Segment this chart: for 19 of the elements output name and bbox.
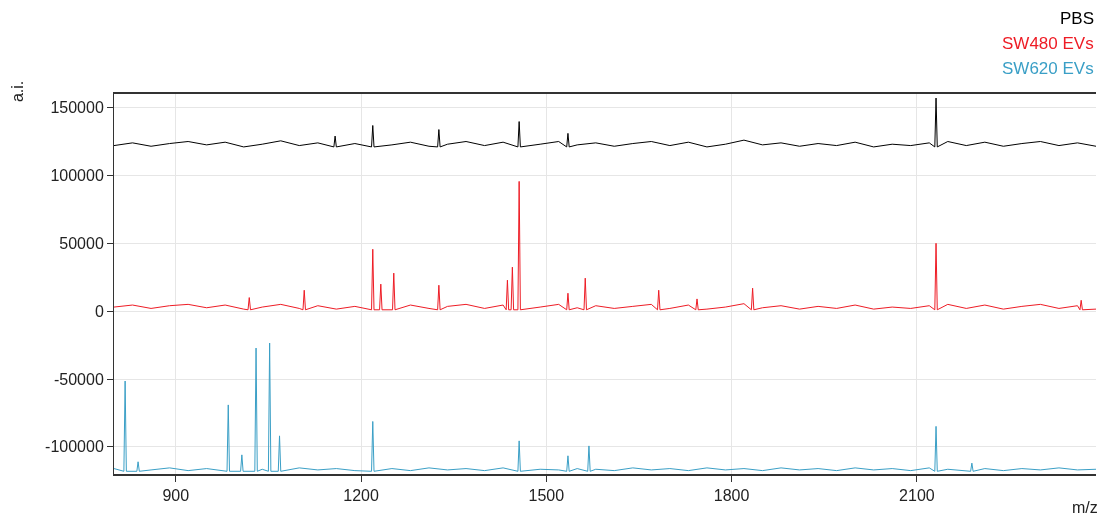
x-tick-label: 1200 [343, 487, 379, 505]
line-series [114, 180, 1096, 311]
y-axis-title: a.i. [9, 80, 27, 103]
text: PBS [1060, 9, 1095, 28]
line-series [114, 97, 1096, 148]
y-tick-label: -50000 [53, 370, 104, 388]
text: SW480 EVs [1002, 34, 1094, 53]
x-tick-label: 900 [162, 487, 190, 505]
x-tick-label: 1800 [713, 487, 750, 505]
y-tick-label: 100000 [50, 167, 104, 185]
y-tick-label: 0 [94, 302, 104, 320]
line-series [114, 342, 1096, 472]
y-tick-label: -100000 [45, 438, 104, 456]
x-axis-title: m/z [1072, 499, 1098, 516]
x-tick-label: 2100 [899, 487, 935, 505]
y-tick-label: 150000 [50, 99, 104, 117]
y-tick-label: 50000 [59, 234, 104, 252]
text: SW620 EVs [1002, 59, 1094, 78]
x-tick-label: 1500 [528, 487, 565, 505]
